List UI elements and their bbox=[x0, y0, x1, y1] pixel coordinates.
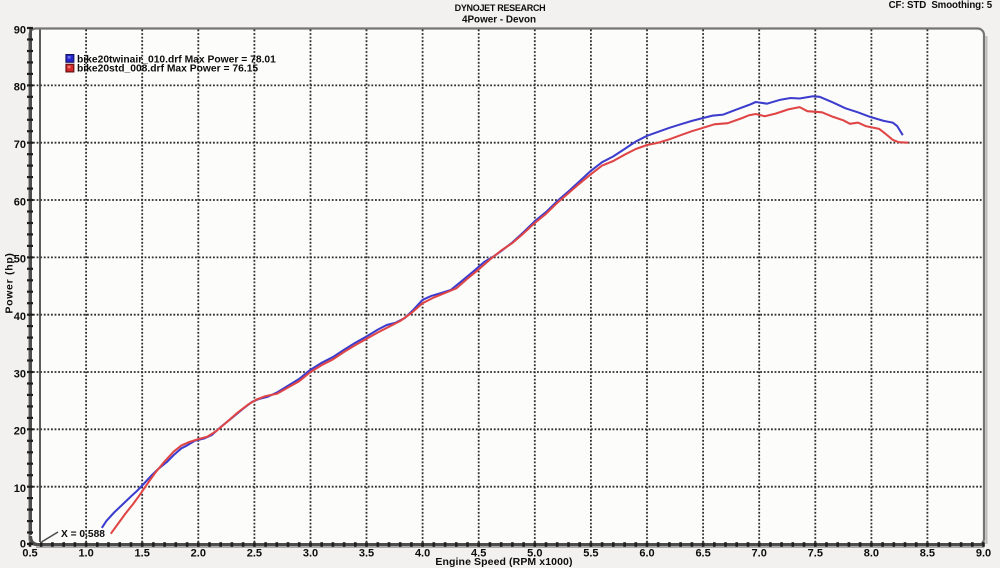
svg-text:Engine Speed (RPM x1000): Engine Speed (RPM x1000) bbox=[435, 556, 572, 568]
svg-text:0: 0 bbox=[20, 539, 26, 551]
svg-text:70: 70 bbox=[14, 139, 26, 151]
svg-text:8.5: 8.5 bbox=[920, 548, 935, 560]
svg-text:7.5: 7.5 bbox=[808, 548, 823, 560]
svg-text:10: 10 bbox=[14, 483, 26, 495]
svg-text:20: 20 bbox=[14, 426, 26, 438]
svg-text:6.0: 6.0 bbox=[639, 548, 654, 560]
svg-text:5.5: 5.5 bbox=[583, 548, 598, 560]
svg-text:7.0: 7.0 bbox=[752, 548, 767, 560]
svg-text:Power (hp): Power (hp) bbox=[4, 252, 16, 313]
svg-text:90: 90 bbox=[14, 24, 26, 36]
svg-text:0.5: 0.5 bbox=[22, 548, 37, 560]
svg-text:40: 40 bbox=[14, 311, 26, 323]
svg-text:2.5: 2.5 bbox=[247, 548, 262, 560]
svg-text:bike20std_008.drf Max Power =: bike20std_008.drf Max Power = 76.15 bbox=[77, 64, 258, 75]
svg-text:CF: STD Smoothing: 5: CF: STD Smoothing: 5 bbox=[889, 0, 993, 11]
svg-text:9.0: 9.0 bbox=[976, 548, 991, 560]
svg-text:4Power - Devon: 4Power - Devon bbox=[462, 15, 536, 26]
svg-text:5.0: 5.0 bbox=[527, 548, 542, 560]
svg-text:X = 0.588: X = 0.588 bbox=[61, 529, 105, 540]
svg-text:80: 80 bbox=[14, 82, 26, 94]
svg-text:2.0: 2.0 bbox=[191, 548, 206, 560]
svg-text:4.0: 4.0 bbox=[415, 548, 430, 560]
svg-text:60: 60 bbox=[14, 196, 26, 208]
svg-text:30: 30 bbox=[14, 368, 26, 380]
svg-text:4.5: 4.5 bbox=[471, 548, 486, 560]
svg-text:bike20twinair_010.drf Max Powe: bike20twinair_010.drf Max Power = 78.01 bbox=[77, 54, 276, 65]
svg-text:50: 50 bbox=[14, 254, 26, 266]
svg-text:1.0: 1.0 bbox=[78, 548, 93, 560]
svg-text:6.5: 6.5 bbox=[695, 548, 710, 560]
svg-text:1.5: 1.5 bbox=[135, 548, 150, 560]
svg-text:3.0: 3.0 bbox=[303, 548, 318, 560]
svg-text:3.5: 3.5 bbox=[359, 548, 374, 560]
svg-text:8.0: 8.0 bbox=[864, 548, 879, 560]
svg-text:DYNOJET RESEARCH: DYNOJET RESEARCH bbox=[455, 3, 546, 13]
